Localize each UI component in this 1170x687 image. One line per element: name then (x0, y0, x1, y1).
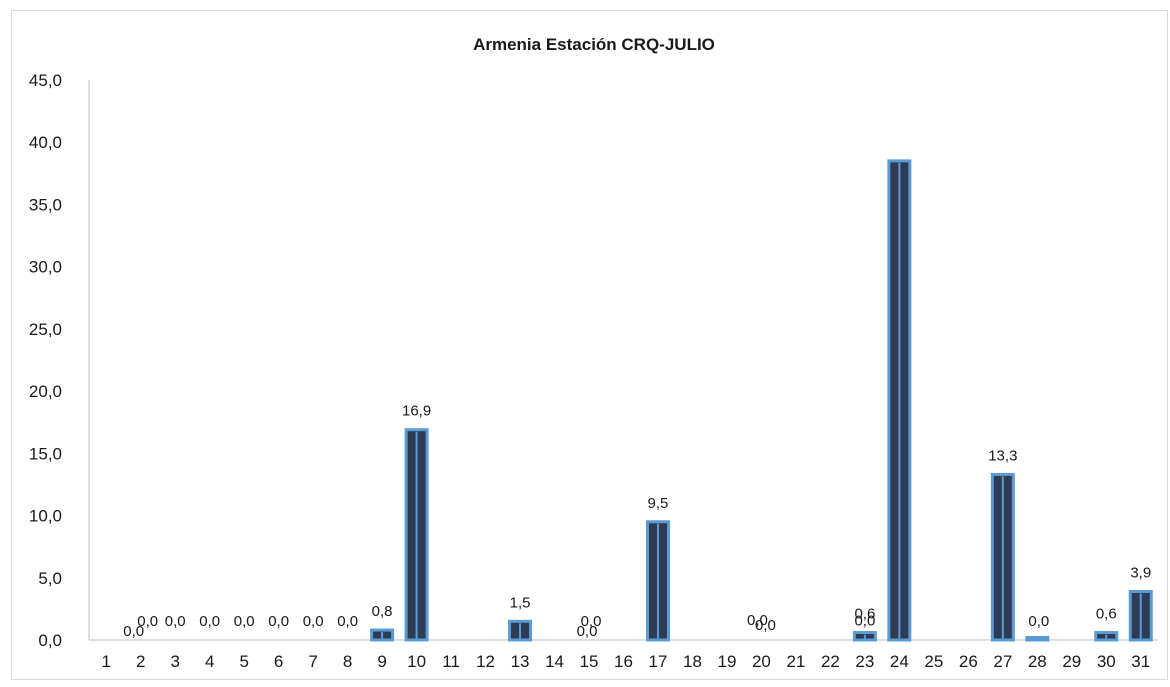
x-tick-label: 5 (239, 652, 248, 671)
x-tick-label: 12 (476, 652, 495, 671)
x-tick-label: 27 (993, 652, 1012, 671)
data-label: 0,0 (747, 612, 768, 629)
data-label: 0,0 (854, 613, 875, 630)
x-tick-label: 7 (308, 652, 317, 671)
x-tick-label: 2 (136, 652, 145, 671)
chart-frame (11, 10, 1168, 680)
data-label: 0,0 (1028, 613, 1049, 630)
data-label: 0,0 (581, 613, 602, 630)
y-tick-label: 0,0 (38, 631, 62, 650)
y-tick-label: 25,0 (29, 320, 62, 339)
x-tick-label: 14 (545, 652, 564, 671)
y-tick-label: 45,0 (29, 71, 62, 90)
x-tick-label: 1 (102, 652, 111, 671)
bar (370, 628, 395, 642)
x-tick-label: 23 (855, 652, 874, 671)
data-label: 0,0 (199, 613, 220, 630)
x-tick-label: 31 (1131, 652, 1150, 671)
x-tick-label: 30 (1097, 652, 1116, 671)
data-label: 0,0 (137, 613, 158, 630)
bar (508, 619, 533, 642)
x-tick-label: 8 (343, 652, 352, 671)
data-label: 0,0 (303, 613, 324, 630)
data-label: 3,9 (1130, 564, 1151, 581)
data-label: 0,0 (268, 613, 289, 630)
bars (370, 159, 1153, 642)
y-tick-label: 30,0 (29, 258, 62, 277)
data-label: 16,9 (402, 403, 431, 420)
x-tick-label: 21 (786, 652, 805, 671)
bar (1094, 631, 1119, 642)
data-label: 0,0 (123, 623, 144, 640)
x-tick-label: 25 (924, 652, 943, 671)
x-tick-label: 26 (959, 652, 978, 671)
data-label: 0,0 (577, 623, 598, 640)
x-tick-label: 3 (170, 652, 179, 671)
data-label: 0,0 (337, 613, 358, 630)
x-tick-label: 28 (1028, 652, 1047, 671)
data-label: 9,5 (648, 495, 669, 512)
x-tick-label: 4 (205, 652, 214, 671)
x-tick-label: 9 (377, 652, 386, 671)
y-tick-label: 20,0 (29, 382, 62, 401)
data-label: 1,5 (510, 594, 531, 611)
bar (1025, 636, 1050, 642)
data-label: 0,0 (755, 617, 776, 634)
chart-title: Armenia Estación CRQ-JULIO (473, 35, 715, 54)
x-tick-label: 18 (683, 652, 702, 671)
x-tick-label: 13 (511, 652, 530, 671)
data-label: 0,0 (234, 613, 255, 630)
bar (1128, 589, 1153, 642)
y-tick-label: 40,0 (29, 133, 62, 152)
data-label: 0,0 (165, 613, 186, 630)
data-label: 0,6 (854, 606, 875, 623)
bar (852, 631, 877, 642)
bar (990, 472, 1015, 642)
y-tick-label: 10,0 (29, 507, 62, 526)
x-tick-label: 10 (407, 652, 426, 671)
data-label: 0,8 (372, 603, 393, 620)
bar (404, 428, 429, 642)
x-tick-label: 16 (614, 652, 633, 671)
x-axis: 1 2 3 4 5 6 7 8 9 10 11 12 13 14 15 16 17 18 19 20 21 22 23 24 2… (89, 639, 1158, 671)
x-tick-label: 11 (442, 652, 460, 671)
x-tick-label: 17 (649, 652, 668, 671)
x-tick-label: 24 (890, 652, 909, 671)
data-labels: 0,00,0 0,0 0,0 0,0 0,0 0,0 0,00,816,91,50,00,0… (123, 403, 1151, 640)
y-tick-label: 5,0 (38, 569, 62, 588)
x-tick-label: 20 (752, 652, 771, 671)
y-axis: 0,0 5,0 10,0 15,0 20,0 25,0 30,0 35,0 40,0 45,0 (29, 71, 90, 650)
bar (887, 159, 912, 642)
y-tick-label: 15,0 (29, 444, 62, 463)
x-tick-label: 19 (717, 652, 736, 671)
data-label: 0,6 (1096, 606, 1117, 623)
x-tick-label: 22 (821, 652, 840, 671)
bar-rect (1025, 636, 1050, 642)
data-label: 13,3 (988, 447, 1017, 464)
x-tick-label: 29 (1062, 652, 1081, 671)
y-tick-label: 35,0 (29, 195, 62, 214)
x-tick-label: 15 (580, 652, 599, 671)
bar (645, 520, 670, 642)
x-tick-label: 6 (274, 652, 283, 671)
